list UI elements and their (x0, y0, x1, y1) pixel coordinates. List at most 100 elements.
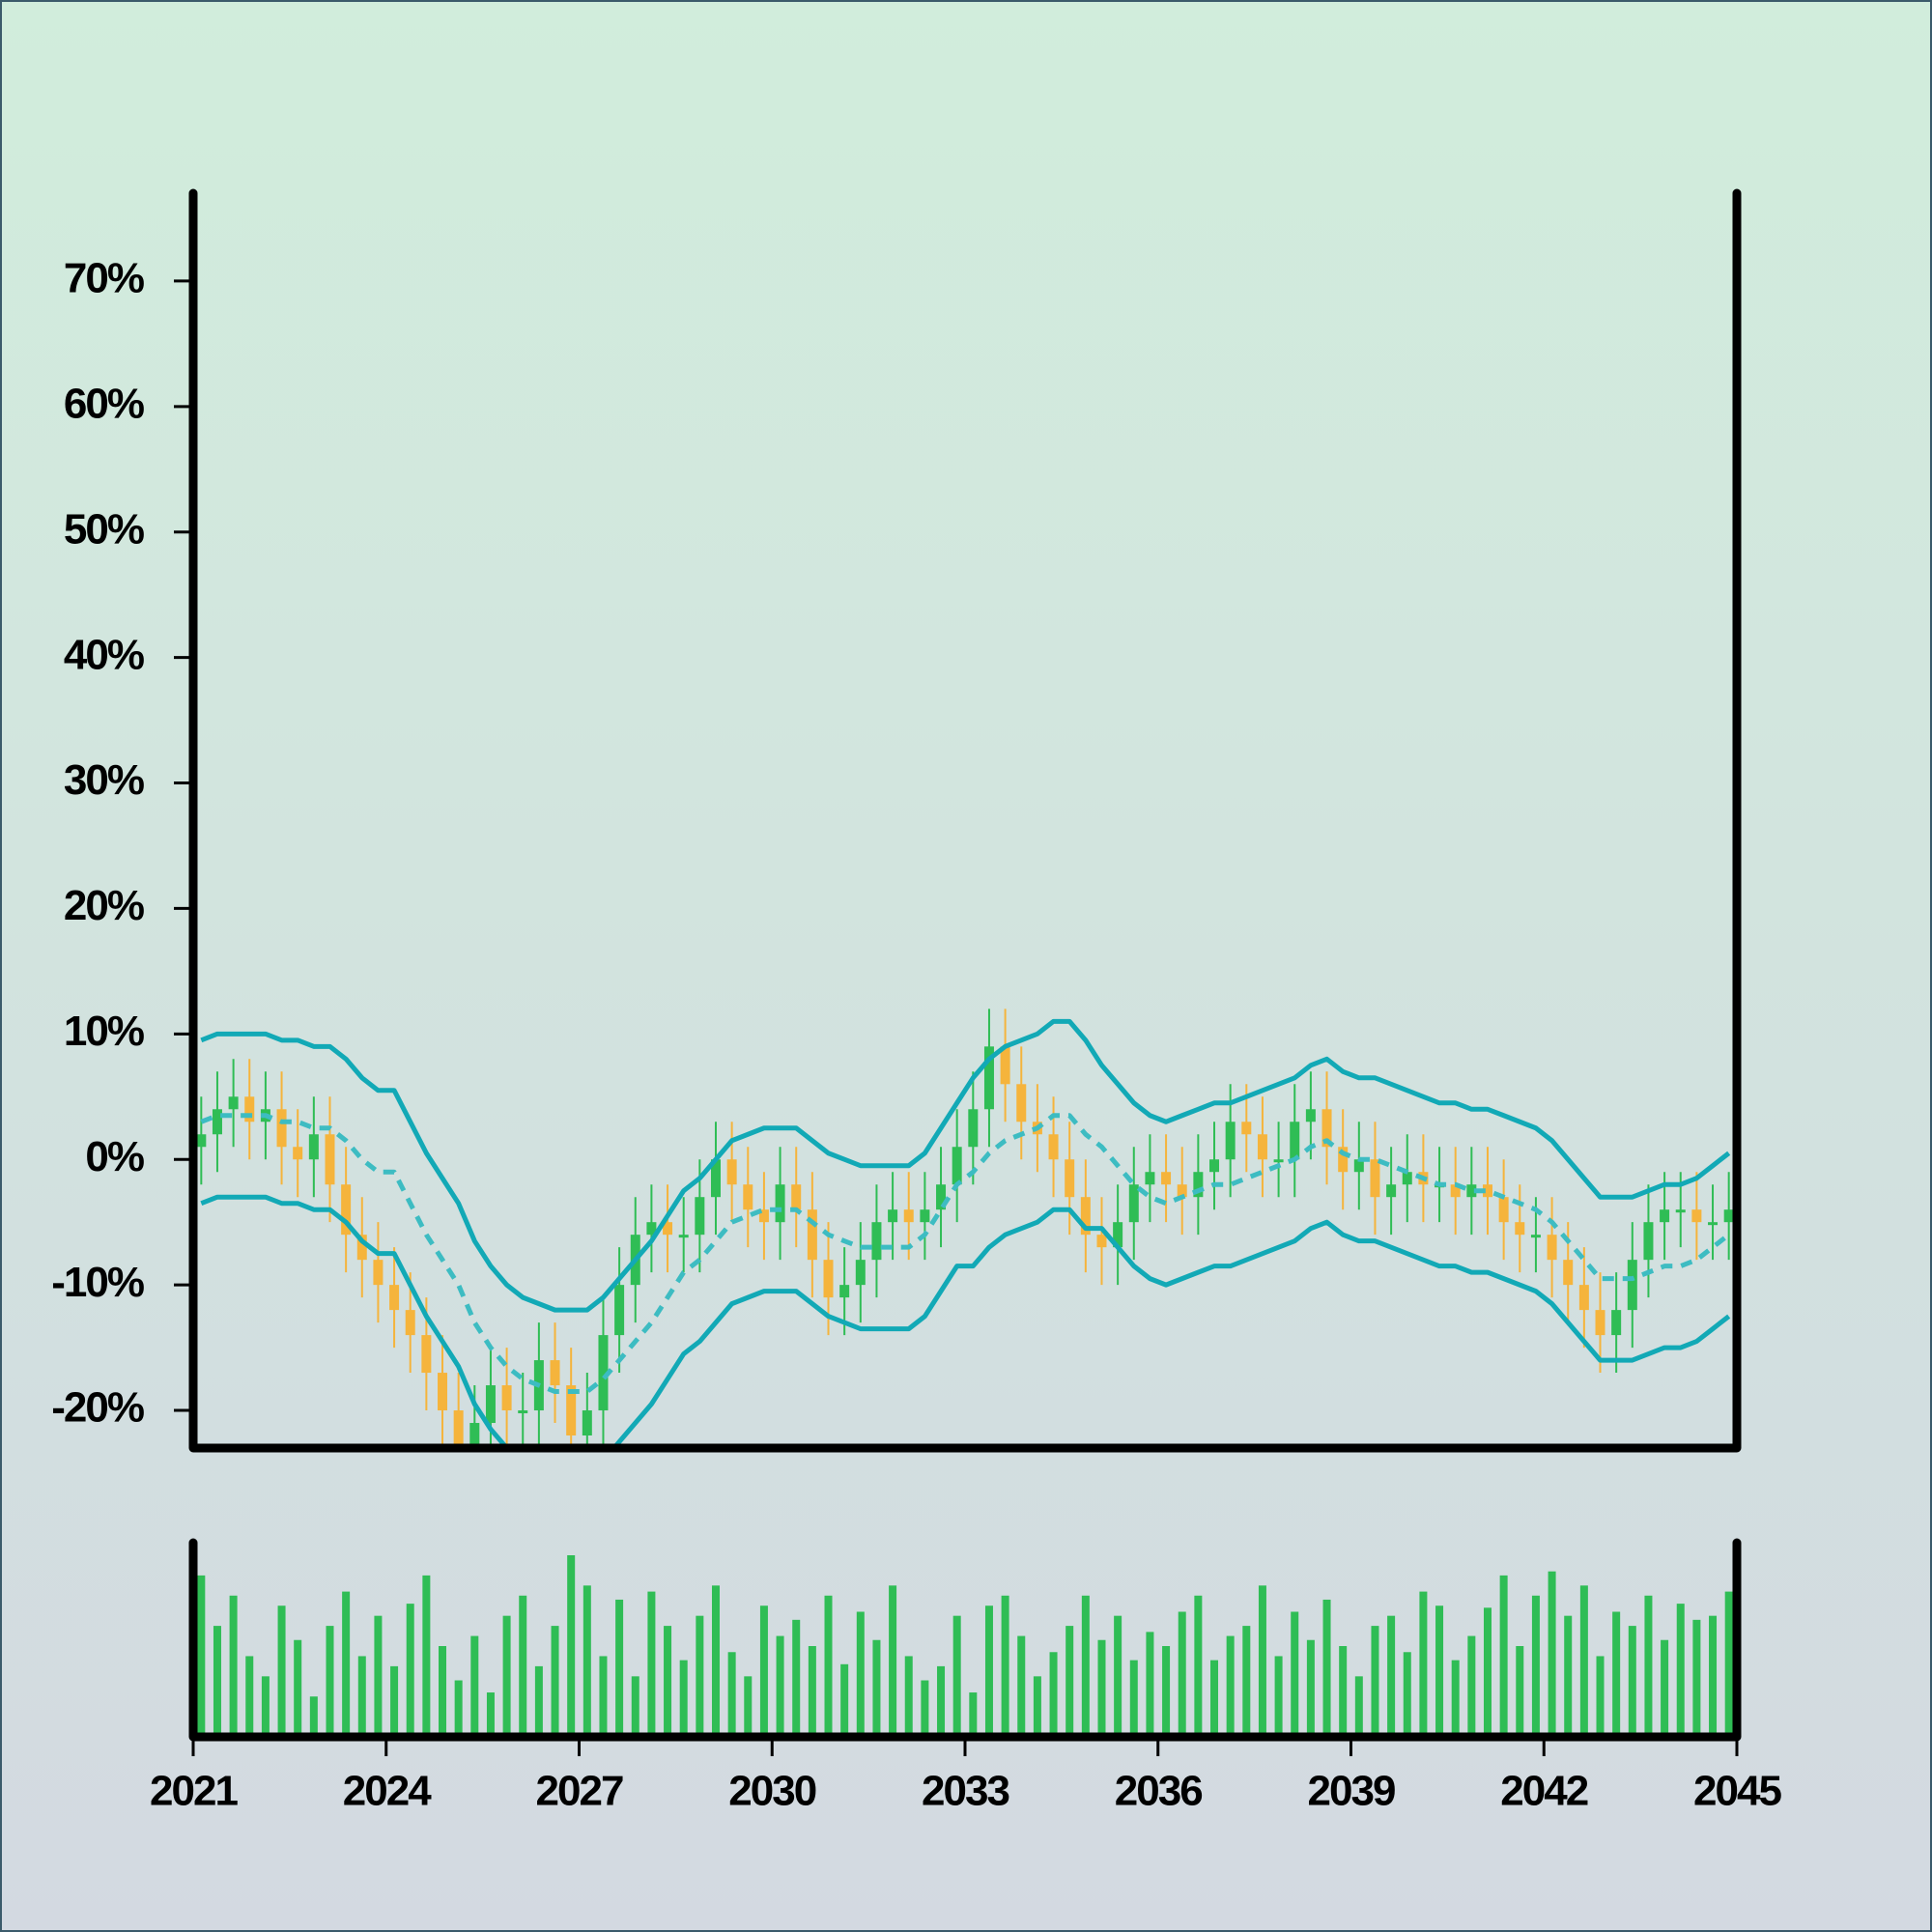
volume-panel (197, 1555, 1733, 1737)
x-tick-label: 2021 (150, 1768, 238, 1815)
candle-body (598, 1335, 609, 1411)
volume-bar (1467, 1635, 1476, 1737)
candle-body (341, 1184, 352, 1236)
volume-bar (1210, 1660, 1219, 1737)
x-tick-label: 2033 (922, 1768, 1009, 1815)
volume-bar (921, 1680, 929, 1737)
y-tick-label: 50% (64, 505, 144, 553)
volume-bar (1579, 1585, 1588, 1737)
candle-body (1691, 1209, 1702, 1223)
upper-band (200, 1018, 1731, 1313)
y-tick-label: 30% (64, 756, 144, 804)
volume-bar (1644, 1595, 1653, 1737)
x-tick-label: 2039 (1308, 1768, 1395, 1815)
x-tick-label: 2042 (1500, 1768, 1587, 1815)
volume-bar (1017, 1635, 1026, 1737)
plot-area (196, 1009, 1734, 1448)
volume-bar (1065, 1626, 1074, 1737)
volume-bar (889, 1585, 897, 1737)
volume-bar (534, 1665, 543, 1737)
price-spines (188, 188, 1742, 1453)
candle-body (1080, 1197, 1091, 1236)
volume-bar (1564, 1615, 1573, 1737)
volume-bar (486, 1692, 495, 1737)
volume-bar (229, 1595, 238, 1737)
y-tick-label: -20% (51, 1384, 144, 1432)
candle-body (1723, 1209, 1734, 1223)
volume-bar (390, 1665, 399, 1737)
candle-body (1305, 1109, 1316, 1122)
volume-bar (1451, 1660, 1460, 1737)
volume-bar (1081, 1595, 1090, 1737)
candle-body (1000, 1046, 1010, 1085)
candle-body (212, 1109, 222, 1135)
volume-bar (792, 1619, 801, 1737)
candle-body (663, 1222, 673, 1236)
candle-body (438, 1373, 448, 1411)
volume-bar (984, 1605, 993, 1737)
candle-body (501, 1385, 512, 1411)
candle-body (1353, 1159, 1364, 1173)
candle-body (325, 1134, 335, 1185)
candle-body (758, 1209, 769, 1223)
candle-body (1515, 1222, 1525, 1236)
candle-body (614, 1285, 625, 1336)
volume-bar (342, 1591, 351, 1737)
candle-body (1450, 1184, 1461, 1198)
candle-body (1177, 1184, 1187, 1198)
volume-bar (599, 1656, 608, 1737)
volume-bar (776, 1635, 784, 1737)
volume-bar (647, 1591, 656, 1737)
candle-body (1273, 1159, 1284, 1163)
candle-body (1643, 1222, 1654, 1261)
candle-body (646, 1222, 657, 1236)
candle-body (1498, 1197, 1509, 1223)
candle-body (952, 1147, 962, 1185)
candle-body (920, 1209, 930, 1223)
candle-body (855, 1260, 866, 1286)
candle-body (389, 1285, 400, 1311)
volume-bar (1724, 1591, 1733, 1737)
volume-bar (1242, 1626, 1251, 1737)
volume-bar (1403, 1652, 1411, 1737)
volume-bar (1548, 1571, 1556, 1737)
candle-body (1209, 1159, 1220, 1173)
volume-bar (696, 1615, 704, 1737)
candle-body (469, 1423, 480, 1448)
candle-body (1128, 1184, 1139, 1223)
volume-bar (1628, 1626, 1636, 1737)
candle-body (1161, 1172, 1172, 1185)
x-tick-label: 2030 (728, 1768, 815, 1815)
volume-bar (1419, 1591, 1428, 1737)
lower-band (200, 1194, 1731, 1448)
candle-body (485, 1385, 496, 1424)
candle-body (228, 1096, 239, 1110)
volume-bar (551, 1626, 559, 1737)
volume-bar (1291, 1611, 1299, 1737)
volume-bar (1371, 1626, 1379, 1737)
volume-bar (1226, 1635, 1235, 1737)
volume-bar (1676, 1604, 1685, 1737)
candle-body (550, 1360, 560, 1386)
candle-body (1578, 1285, 1589, 1311)
candle-body (983, 1046, 994, 1110)
volume-bar (824, 1595, 833, 1737)
volume-bar (1531, 1595, 1540, 1737)
candle-body (1482, 1184, 1492, 1198)
middle-band (200, 1113, 1731, 1395)
candle-body (1241, 1122, 1252, 1135)
volume-bar (744, 1676, 753, 1737)
volume-bar (1387, 1615, 1396, 1737)
candle-body (1113, 1222, 1123, 1248)
volume-bar (1661, 1639, 1669, 1737)
candle-body (196, 1134, 207, 1148)
volume-bar (631, 1676, 639, 1737)
candle-body (1627, 1260, 1637, 1311)
candle-body (373, 1260, 384, 1286)
volume-bar (406, 1604, 414, 1737)
volume-bar (1033, 1676, 1041, 1737)
candle-body (871, 1222, 882, 1261)
volume-bar (952, 1615, 961, 1737)
volume-bar (454, 1680, 463, 1737)
candle-body (1386, 1184, 1397, 1198)
